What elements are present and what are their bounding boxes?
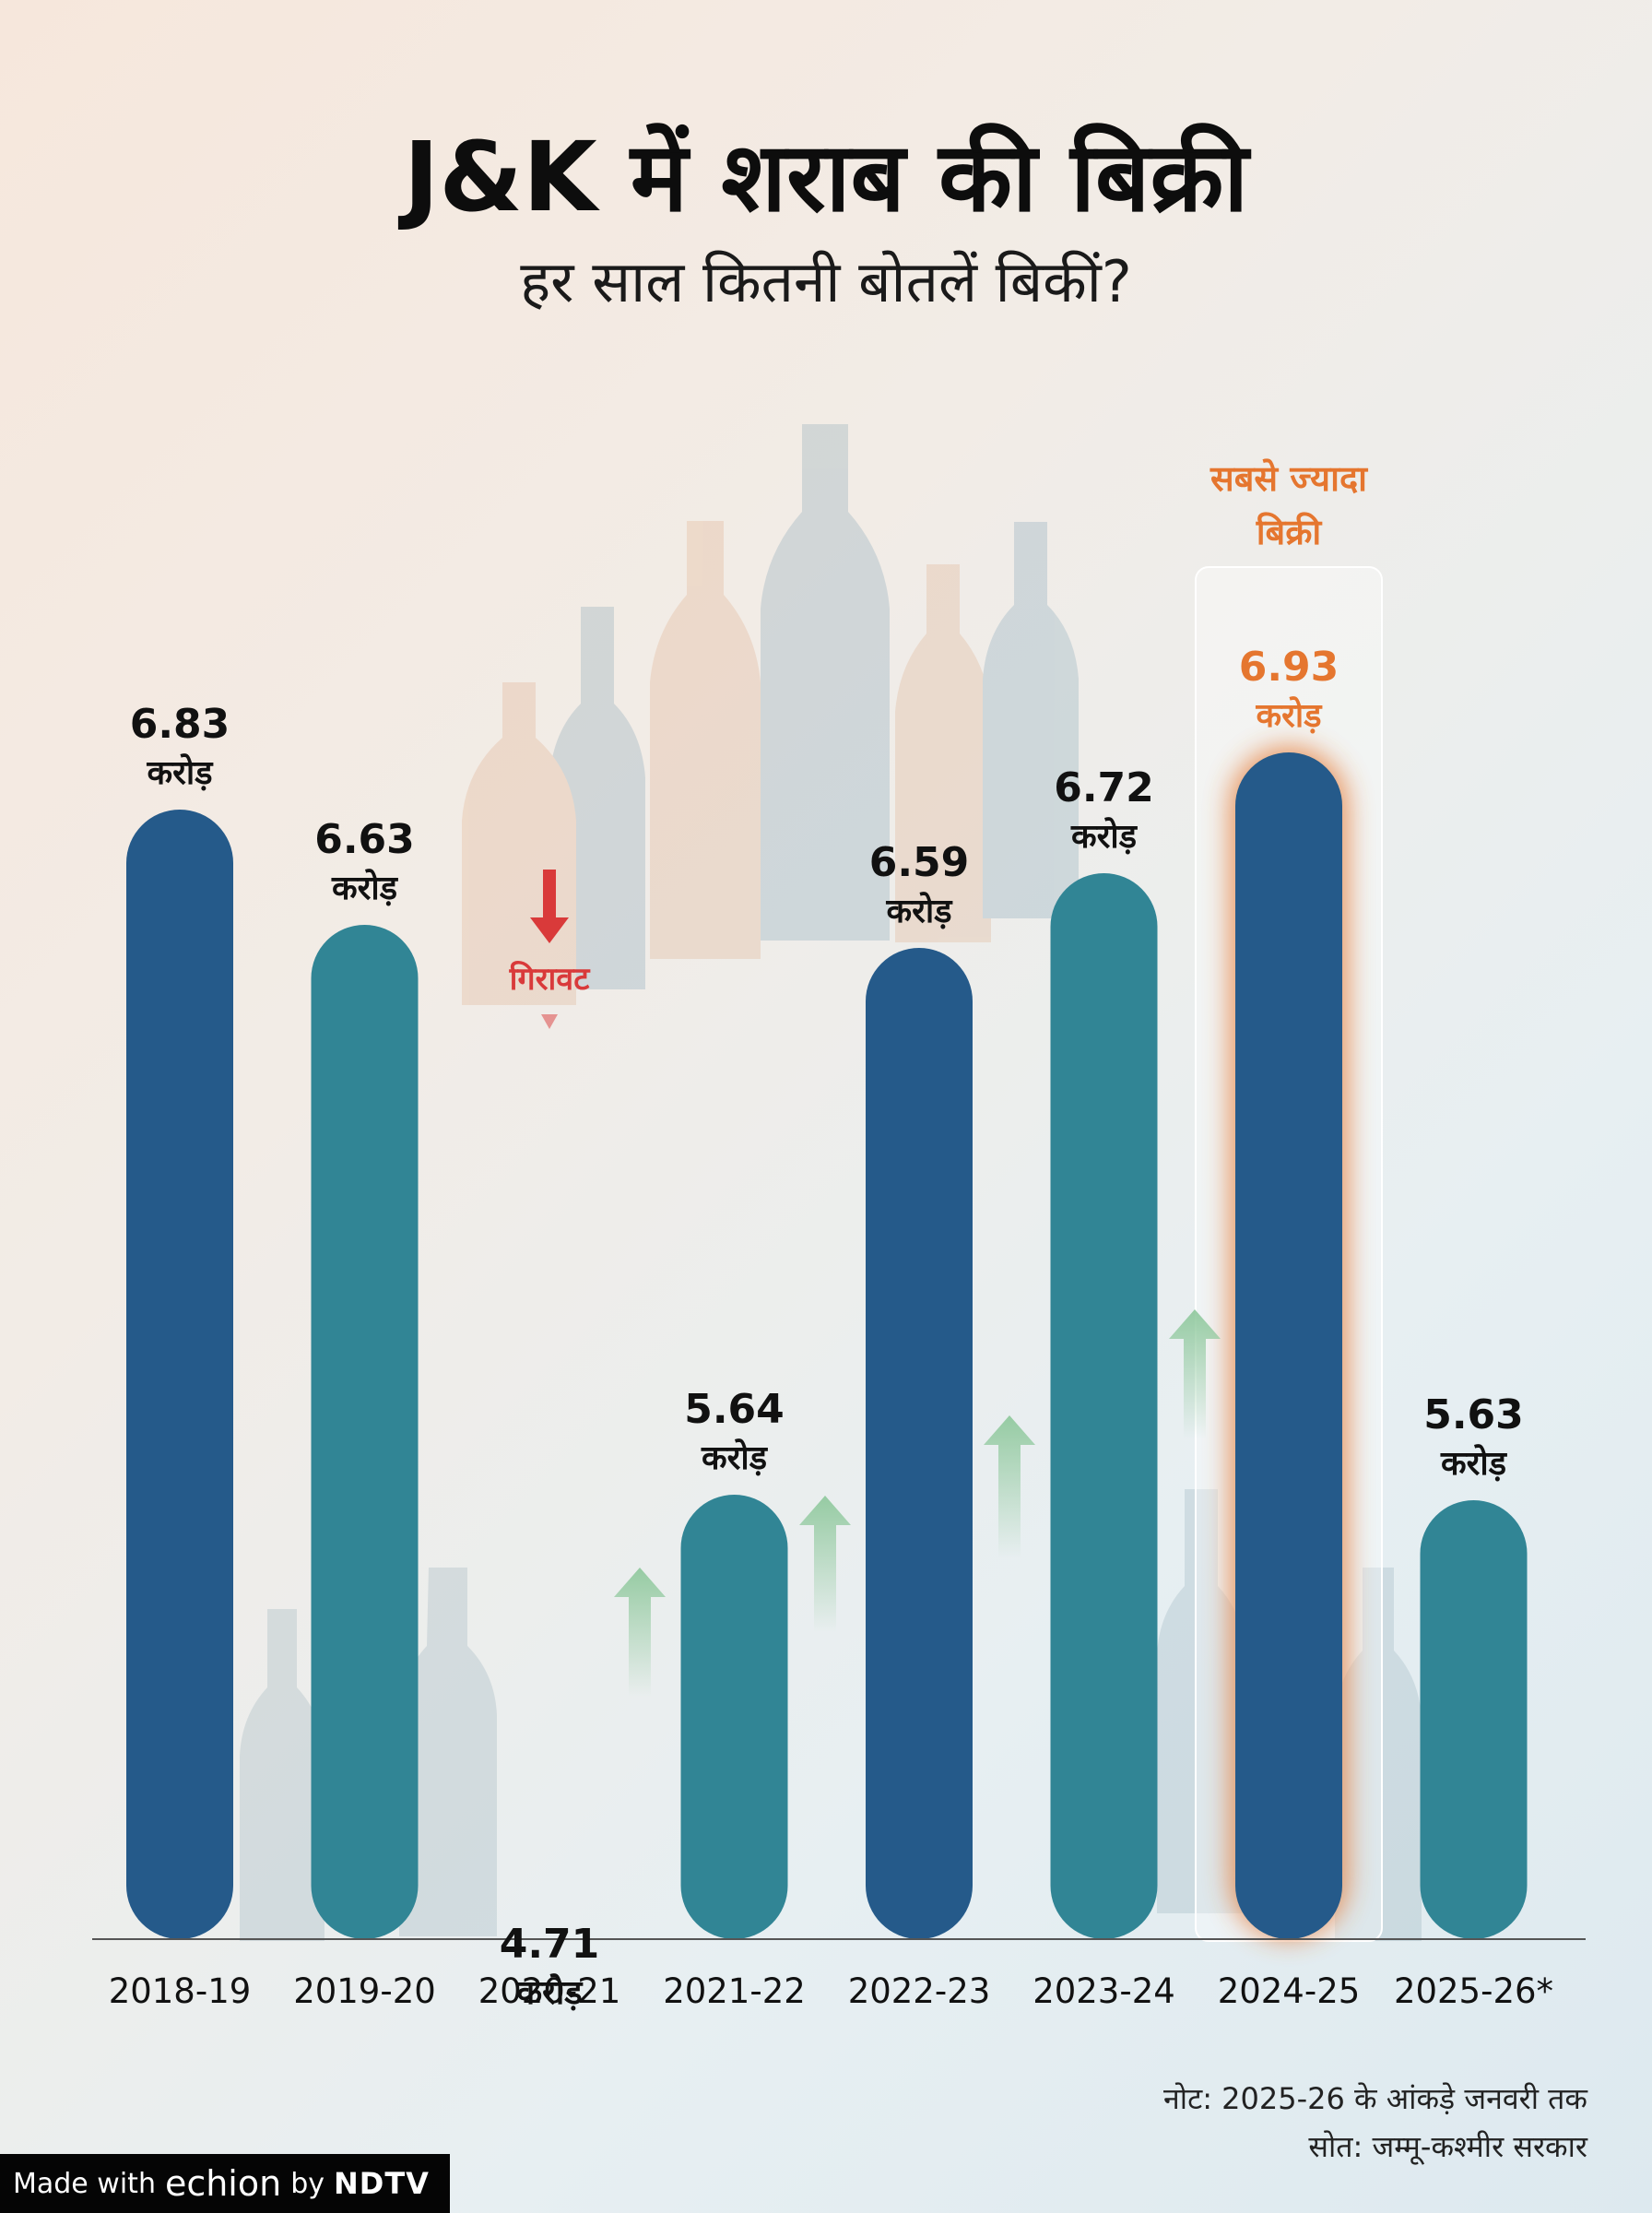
ndtv-logo: NDTV [334, 2166, 430, 2201]
bar-value-label: 5.64 [684, 1386, 785, 1433]
bar-unit-label: करोड़ [701, 1438, 769, 1477]
x-tick-label: 2020-21 [478, 1971, 621, 2011]
bar [311, 925, 419, 1939]
drop-arrow-icon [530, 870, 569, 943]
page-subtitle: हर साल कितनी बोतलें बिकीं? [520, 248, 1132, 315]
rise-arrow-icon [1169, 1309, 1221, 1438]
bar-value-label: 6.72 [1054, 764, 1154, 811]
made-with-text: Made with [13, 2167, 156, 2200]
bar-unit-label: करोड़ [516, 1973, 584, 2012]
drop-annotation-label: गिरावट [509, 960, 592, 998]
bar-unit-label: करोड़ [147, 753, 215, 792]
bar [866, 948, 973, 1939]
bar [126, 810, 233, 1939]
page-title: J&K में शराब की बिक्री [403, 121, 1249, 233]
x-tick-label: 2021-22 [663, 1971, 806, 2011]
echion-logo: echion [164, 2163, 282, 2204]
highlight-label-line2: बिक्री [1256, 512, 1323, 552]
rise-arrow-icon [984, 1415, 1035, 1558]
bar-unit-label: करोड़ [886, 892, 954, 930]
bar [680, 1495, 788, 1939]
bar-value-label: 6.63 [314, 816, 415, 863]
bar-value-label: 6.93 [1239, 644, 1339, 691]
rise-arrow-icon [614, 1568, 666, 1697]
bar-value-label: 4.71 [500, 1921, 600, 1968]
bar-value-label: 6.59 [869, 839, 970, 886]
x-tick-label: 2024-25 [1218, 1971, 1361, 2011]
x-tick-label: 2025-26* [1394, 1971, 1553, 2011]
rise-arrow-icon [799, 1496, 851, 1632]
bar [1235, 752, 1342, 1939]
by-text: by [290, 2167, 324, 2200]
x-tick-label: 2019-20 [293, 1971, 436, 2011]
x-tick-label: 2022-23 [848, 1971, 991, 2011]
bar [1420, 1500, 1528, 1939]
bar-value-label: 6.83 [130, 701, 230, 748]
bar [1050, 873, 1158, 1939]
x-tick-label: 2018-19 [109, 1971, 252, 2011]
footer-credit: Made with echion by NDTV [0, 2154, 450, 2213]
bar-unit-label: करोड़ [1070, 817, 1139, 856]
bar-unit-label: करोड़ [1256, 696, 1324, 735]
drop-pointer-icon [541, 1014, 558, 1029]
source-text: सोत: जम्मू-कश्मीर सरकार [1308, 2129, 1587, 2164]
bar-unit-label: करोड़ [1440, 1444, 1508, 1483]
highlight-label-line1: सबसे ज्यादा [1210, 458, 1368, 499]
x-tick-label: 2023-24 [1032, 1971, 1175, 2011]
note-text: नोट: 2025-26 के आंकड़े जनवरी तक [1163, 2081, 1587, 2116]
bar-unit-label: करोड़ [331, 869, 399, 907]
bar-value-label: 5.63 [1423, 1391, 1524, 1438]
